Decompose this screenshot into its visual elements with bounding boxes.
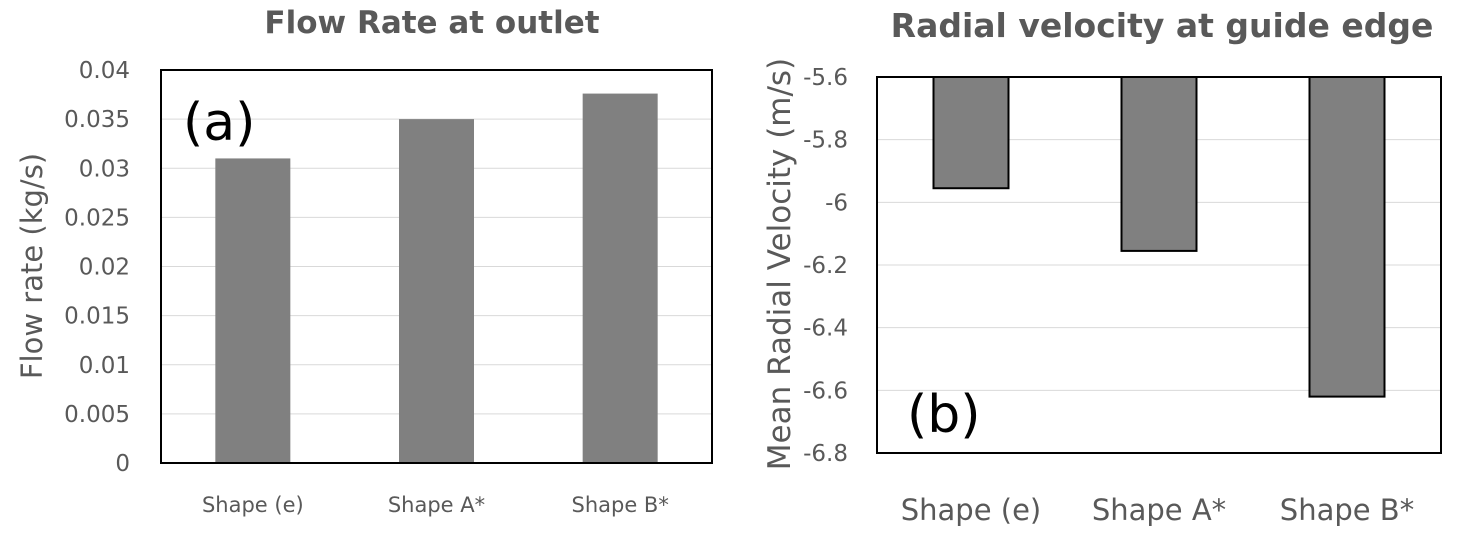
chart-a-y-tick-labels: 0 0.005 0.01 0.015 0.02 0.025 0.03 0.035 0.04: [64, 58, 130, 477]
chart-a-y-tick-label: 0.02: [79, 255, 130, 281]
chart-a-y-tick-label: 0.01: [79, 353, 130, 379]
chart-a-y-tick-label: 0.025: [64, 205, 130, 231]
chart-a-y-tick-label: 0.015: [64, 304, 130, 330]
chart-a-x-tick-label: Shape A*: [388, 493, 485, 517]
chart-b-x-tick-labels: Shape (e) Shape A* Shape B*: [901, 493, 1414, 527]
chart-b-x-tick-label: Shape (e): [901, 493, 1042, 527]
radial-velocity-chart: Radial velocity at guide edge -5.6 -5.8 -6…: [762, 6, 1442, 527]
chart-b-bar-1: [932, 76, 1010, 190]
chart-b-bar-3: [1308, 76, 1386, 398]
chart-b-y-tick-label: -6.6: [803, 378, 848, 404]
chart-a-panel-label: (a): [183, 93, 255, 153]
chart-a-y-tick-label: 0.035: [64, 107, 130, 133]
flow-rate-chart: Flow Rate at outlet 00.0050.010.0150.020…: [15, 5, 713, 517]
chart-a-bar-2: [399, 119, 474, 463]
chart-b-title: Radial velocity at guide edge: [891, 6, 1434, 45]
chart-a-bars: [215, 93, 658, 464]
chart-b-y-tick-label: -6.8: [803, 441, 848, 467]
chart-a-bar-1: [215, 158, 291, 464]
chart-b-y-axis-title: Mean Radial Velocity (m/s): [762, 58, 798, 470]
chart-b-y-tick-label: -6.2: [803, 253, 848, 279]
chart-b-y-tick-labels: -5.6 -5.8 -6 -6.2 -6.4 -6.6 -6.8: [803, 65, 848, 467]
chart-a-y-tick-label: 0.03: [79, 156, 130, 182]
chart-a-x-tick-label: Shape (e): [202, 493, 304, 517]
chart-b-x-tick-label: Shape A*: [1092, 493, 1226, 527]
chart-a-y-tick-label: 0: [115, 451, 130, 477]
chart-b-x-tick-label: Shape B*: [1280, 493, 1414, 527]
chart-b-y-tick-label: -6: [825, 190, 848, 216]
chart-a-title: Flow Rate at outlet: [264, 5, 599, 41]
chart-a-y-tick-label: 0.04: [79, 58, 130, 84]
chart-b-plot-frame: [876, 76, 1442, 454]
chart-a-y-tick-label: 0.005: [64, 402, 130, 428]
chart-a-x-tick-labels: Shape (e) Shape A* Shape B*: [202, 493, 669, 517]
chart-b-bar-2: [1120, 76, 1198, 252]
chart-b-panel-label: (b): [907, 385, 981, 445]
chart-b-bars: [932, 76, 1386, 398]
chart-a-bar-3: [582, 93, 658, 463]
chart-a-y-axis-title: Flow rate (kg/s): [15, 153, 49, 379]
chart-a-x-tick-label: Shape B*: [571, 493, 668, 517]
chart-b-y-tick-label: -5.6: [803, 65, 848, 91]
chart-b-y-tick-label: -6.4: [803, 316, 848, 342]
chart-b-y-tick-label: -5.8: [803, 128, 848, 154]
chart-a-plot-frame: [160, 69, 713, 464]
